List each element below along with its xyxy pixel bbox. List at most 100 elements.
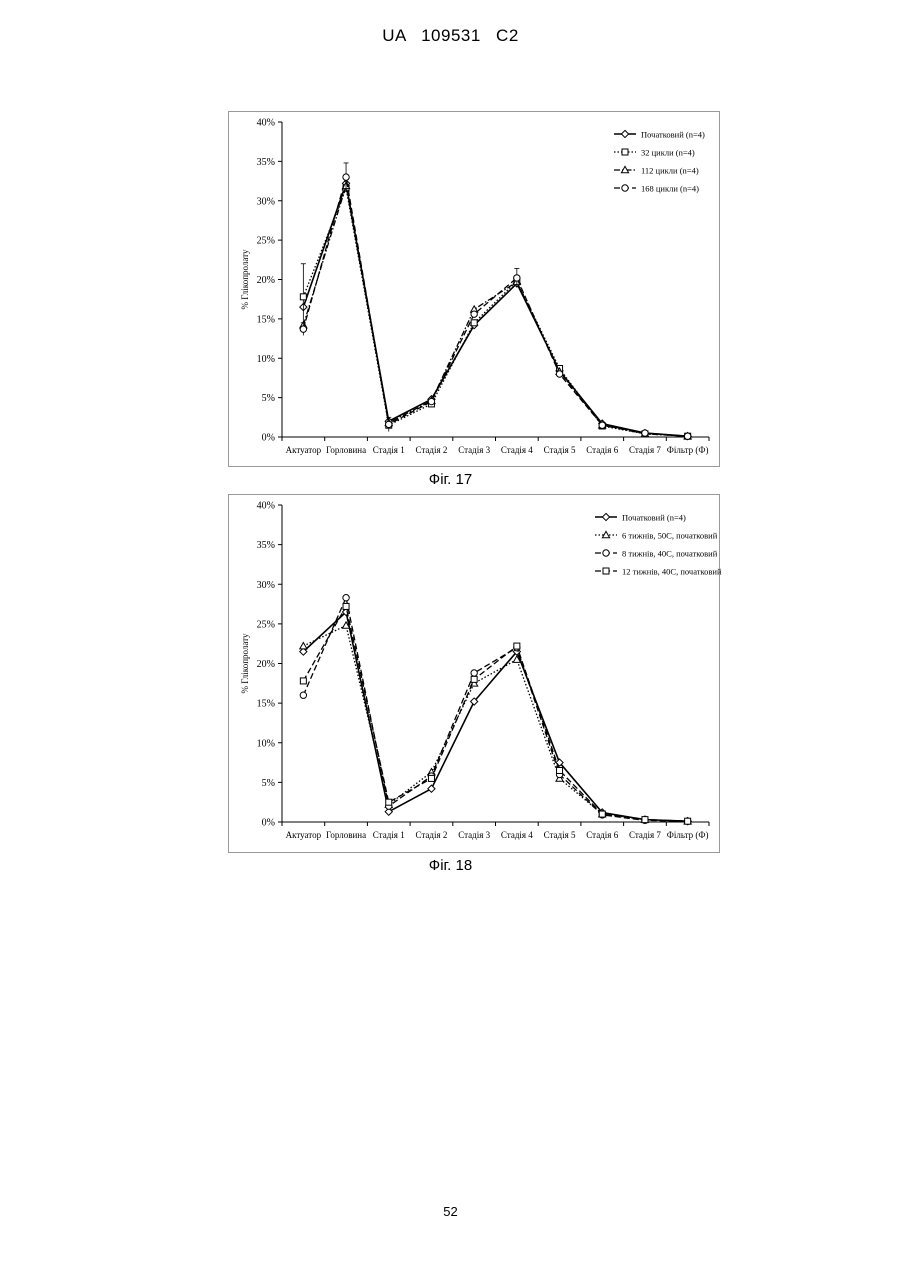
y-tick-label: 15% xyxy=(257,699,275,710)
x-tick-label: Стадія 5 xyxy=(544,445,576,455)
y-tick-label: 15% xyxy=(257,314,275,325)
y-tick-label: 5% xyxy=(262,393,275,404)
figure-18-plot: 0%5%10%15%20%25%30%35%40%АктуаторГорлови… xyxy=(229,495,719,852)
x-tick-label: Стадія 1 xyxy=(373,445,405,455)
data-point xyxy=(599,811,605,817)
data-point xyxy=(300,642,307,648)
figure-17-plot: 0%5%10%15%20%25%30%35%40%АктуаторГорлови… xyxy=(229,112,719,466)
figure-17-caption: Фіг. 17 xyxy=(0,471,901,488)
x-tick-label: Стадія 7 xyxy=(629,830,661,840)
data-point xyxy=(599,422,605,428)
x-tick-label: Стадія 7 xyxy=(629,445,661,455)
legend-label: 112 цикли (n=4) xyxy=(641,166,699,176)
series-2 xyxy=(300,185,690,439)
legend-label: 12 тижнів, 40С, початковий xyxy=(622,567,722,577)
series-1 xyxy=(300,608,692,824)
data-point xyxy=(514,275,520,281)
legend: Початковий (n=4)6 тижнів, 50С, початкови… xyxy=(595,513,722,577)
y-tick-label: 10% xyxy=(257,738,275,749)
x-tick-label: Актуатор xyxy=(286,445,322,455)
data-point xyxy=(300,692,306,698)
x-tick-label: Стадія 2 xyxy=(415,445,447,455)
data-point xyxy=(300,326,306,332)
figure-17-chart: 0%5%10%15%20%25%30%35%40%АктуаторГорлови… xyxy=(228,111,720,467)
x-tick-label: Горловина xyxy=(326,445,366,455)
x-tick-label: Стадія 6 xyxy=(586,830,618,840)
y-tick-label: 0% xyxy=(262,433,275,444)
y-tick-label: 40% xyxy=(257,501,275,512)
data-point xyxy=(386,799,392,805)
patent-header: UA 109531 C2 xyxy=(0,26,901,46)
legend-marker xyxy=(622,185,628,191)
series-line xyxy=(303,186,687,436)
series-4 xyxy=(300,603,690,824)
figure-18-chart: 0%5%10%15%20%25%30%35%40%АктуаторГорлови… xyxy=(228,494,720,853)
x-tick-label: Стадія 1 xyxy=(373,830,405,840)
data-point xyxy=(471,320,477,326)
series-line xyxy=(303,598,687,821)
y-tick-label: 30% xyxy=(257,196,275,207)
y-tick-label: 0% xyxy=(262,818,275,829)
y-tick-label: 30% xyxy=(257,580,275,591)
data-point xyxy=(428,785,435,792)
legend: Початковий (n=4) 32 цикли (n=4) 112 цикли … xyxy=(614,130,705,194)
data-point xyxy=(300,678,306,684)
series-line xyxy=(303,183,687,436)
legend-label: Початковий (n=4) xyxy=(641,130,705,140)
x-tick-label: Горловина xyxy=(326,830,366,840)
x-tick-label: Стадія 2 xyxy=(415,830,447,840)
y-axis-title: % Глікопролату xyxy=(240,249,250,309)
data-point xyxy=(514,643,520,649)
y-tick-label: 5% xyxy=(262,778,275,789)
series-3 xyxy=(300,182,692,439)
x-tick-label: Стадія 6 xyxy=(586,445,618,455)
legend-label: 32 цикли (n=4) xyxy=(641,148,695,158)
series-line xyxy=(303,612,687,821)
legend-marker xyxy=(602,513,609,520)
y-tick-label: 25% xyxy=(257,619,275,630)
data-point xyxy=(684,433,690,439)
data-point xyxy=(557,767,563,773)
legend-marker xyxy=(603,568,609,574)
series-3 xyxy=(300,595,691,825)
series-line xyxy=(303,177,687,436)
y-tick-label: 40% xyxy=(257,118,275,129)
data-point xyxy=(386,421,392,427)
data-point xyxy=(428,398,434,404)
data-point xyxy=(471,676,477,682)
x-tick-label: Стадія 3 xyxy=(458,830,490,840)
y-tick-label: 20% xyxy=(257,275,275,286)
y-axis-title: % Глікопролату xyxy=(240,633,250,693)
x-tick-label: Фільтр (Ф) xyxy=(667,445,709,455)
series-4 xyxy=(300,163,691,439)
series-line xyxy=(303,625,687,821)
y-tick-label: 25% xyxy=(257,236,275,247)
x-tick-label: Стадія 5 xyxy=(544,830,576,840)
legend-marker xyxy=(621,130,628,137)
legend-marker xyxy=(603,550,609,556)
legend-label: 8 тижнів, 40С, початковий xyxy=(622,549,718,559)
x-tick-label: Стадія 4 xyxy=(501,445,533,455)
data-point xyxy=(556,371,562,377)
series-line xyxy=(303,188,687,436)
x-tick-label: Стадія 4 xyxy=(501,830,533,840)
data-point xyxy=(343,603,349,609)
figure-18-caption: Фіг. 18 xyxy=(0,857,901,874)
legend-label: 168 цикли (n=4) xyxy=(641,184,699,194)
data-point xyxy=(642,430,648,436)
data-point xyxy=(471,670,477,676)
y-tick-label: 35% xyxy=(257,540,275,551)
data-point xyxy=(428,775,434,781)
legend-marker xyxy=(622,149,628,155)
page-number: 52 xyxy=(0,1204,901,1219)
series-2 xyxy=(300,622,692,824)
y-tick-label: 20% xyxy=(257,659,275,670)
data-point xyxy=(343,174,349,180)
series-1 xyxy=(300,180,692,440)
data-point xyxy=(343,595,349,601)
x-tick-label: Фільтр (Ф) xyxy=(667,830,709,840)
data-point xyxy=(642,817,648,823)
data-point xyxy=(685,818,691,824)
legend-label: Початковий (n=4) xyxy=(622,513,686,523)
y-tick-label: 35% xyxy=(257,157,275,168)
